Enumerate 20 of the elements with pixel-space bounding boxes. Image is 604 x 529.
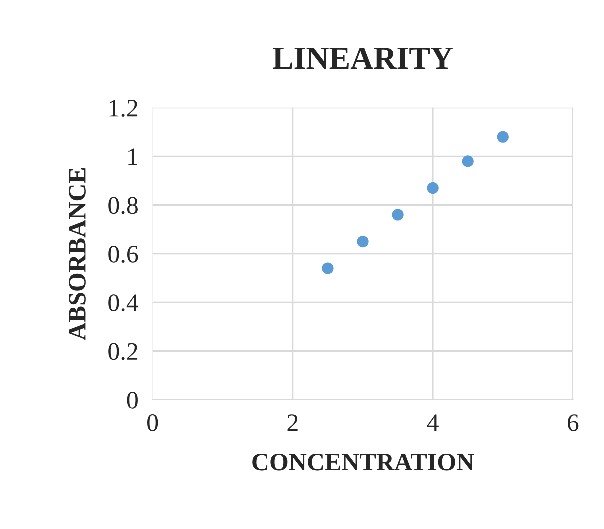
y-tick-label: 0.2	[108, 343, 138, 360]
x-tick-label: 0	[148, 414, 158, 432]
x-tick-label: 2	[288, 414, 298, 432]
x-axis-title: CONCENTRATION	[252, 454, 474, 471]
point	[392, 209, 404, 221]
y-tick-label: 0	[127, 392, 138, 409]
y-tick-label: 0.6	[108, 246, 138, 263]
point	[427, 182, 439, 194]
point	[462, 156, 474, 168]
chart-title: LINEARITY	[273, 48, 453, 70]
x-tick-label: 6	[568, 414, 579, 432]
y-axis-title: ABSORBANCE	[69, 168, 86, 340]
y-tick-label: 0.8	[108, 197, 138, 214]
point	[322, 262, 334, 274]
y-tick-label: 1.2	[110, 100, 138, 117]
point	[357, 236, 369, 248]
y-tick-label: 1	[128, 148, 138, 166]
y-tick-label: 0.4	[108, 294, 139, 312]
x-tick-label: 4	[427, 414, 439, 432]
point	[497, 131, 509, 143]
